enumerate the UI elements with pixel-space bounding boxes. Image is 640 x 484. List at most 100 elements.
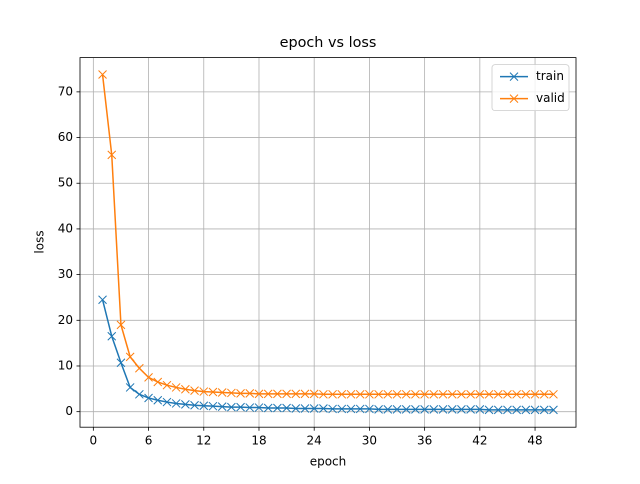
data-point xyxy=(208,387,218,397)
y-tick-label: 30 xyxy=(58,267,73,281)
series-line xyxy=(101,74,554,396)
y-tick-label: 0 xyxy=(65,404,73,418)
data-point xyxy=(383,405,393,414)
data-point xyxy=(420,405,429,414)
data-point xyxy=(475,405,485,414)
data-point xyxy=(365,404,374,414)
x-tick-label: 30 xyxy=(362,434,377,448)
data-point xyxy=(116,358,126,368)
data-point xyxy=(355,389,365,399)
data-point xyxy=(530,389,540,399)
data-point xyxy=(447,405,457,414)
legend-marker xyxy=(509,94,519,103)
data-point xyxy=(420,389,429,399)
data-point xyxy=(263,389,273,399)
x-tick-label: 36 xyxy=(417,434,432,448)
y-axis-label: loss xyxy=(33,230,47,253)
data-point xyxy=(521,389,531,399)
data-point xyxy=(365,389,374,399)
data-point xyxy=(355,404,365,414)
data-point xyxy=(171,399,181,408)
data-point xyxy=(217,388,227,397)
data-point xyxy=(107,150,117,160)
data-point xyxy=(135,363,144,373)
x-tick-label: 48 xyxy=(527,434,542,448)
data-point xyxy=(346,389,356,399)
y-tick-label: 40 xyxy=(58,221,73,235)
data-point xyxy=(245,389,255,398)
data-point xyxy=(309,389,319,399)
data-point xyxy=(512,389,521,399)
data-point xyxy=(125,383,135,392)
data-point xyxy=(411,405,420,414)
x-tick-label: 42 xyxy=(472,434,487,448)
data-point xyxy=(392,389,402,399)
data-point xyxy=(181,384,190,394)
data-point xyxy=(484,389,494,399)
data-point xyxy=(135,389,144,399)
data-point xyxy=(466,405,475,414)
data-point xyxy=(282,403,291,413)
data-point xyxy=(484,405,494,415)
x-tick-label: 12 xyxy=(196,434,211,448)
data-point xyxy=(457,389,466,399)
data-point xyxy=(438,405,448,414)
data-point xyxy=(208,401,218,411)
x-tick-label: 24 xyxy=(307,434,322,448)
data-point xyxy=(337,404,347,414)
data-point xyxy=(549,405,558,415)
data-point xyxy=(227,402,236,412)
data-point xyxy=(254,389,264,399)
data-point xyxy=(273,403,282,413)
data-point xyxy=(530,405,540,415)
data-point xyxy=(300,404,310,413)
data-point xyxy=(401,389,411,399)
data-point xyxy=(236,389,245,398)
data-point xyxy=(263,403,273,413)
data-point xyxy=(227,388,236,398)
data-point xyxy=(493,405,503,415)
data-point xyxy=(144,393,153,403)
chart-title: epoch vs loss xyxy=(280,35,377,51)
data-point xyxy=(539,405,549,415)
legend-label: valid xyxy=(536,91,565,105)
x-tick-label: 0 xyxy=(90,434,98,448)
y-tick-label: 60 xyxy=(58,130,73,144)
y-tick-label: 10 xyxy=(58,358,73,372)
legend-marker xyxy=(509,72,519,81)
data-point xyxy=(503,405,512,415)
y-tick-label: 20 xyxy=(58,313,73,327)
data-point xyxy=(466,389,475,399)
x-tick-label: 18 xyxy=(251,434,266,448)
x-tick-label: 6 xyxy=(145,434,153,448)
data-point xyxy=(503,389,512,399)
data-point xyxy=(309,404,319,413)
data-point xyxy=(162,397,172,407)
y-tick-label: 70 xyxy=(58,84,73,98)
data-point xyxy=(346,404,356,414)
data-point xyxy=(282,389,291,399)
data-point xyxy=(291,404,301,413)
data-point xyxy=(429,389,439,399)
y-tick-label: 50 xyxy=(58,176,73,190)
data-point xyxy=(328,389,337,399)
data-point xyxy=(475,389,485,399)
data-point xyxy=(512,405,521,415)
data-point xyxy=(438,389,448,399)
data-point xyxy=(98,295,107,305)
data-point xyxy=(181,400,190,409)
data-point xyxy=(217,402,227,411)
data-point xyxy=(153,395,163,405)
data-point xyxy=(144,373,153,382)
data-point xyxy=(273,389,282,399)
plot-frame xyxy=(79,57,577,428)
data-point xyxy=(447,389,457,399)
data-point xyxy=(493,389,503,399)
data-point xyxy=(521,405,531,415)
data-point xyxy=(429,405,439,414)
legend-label: train xyxy=(536,69,564,83)
data-point xyxy=(190,400,199,410)
data-point xyxy=(539,389,549,399)
data-point xyxy=(457,405,466,414)
